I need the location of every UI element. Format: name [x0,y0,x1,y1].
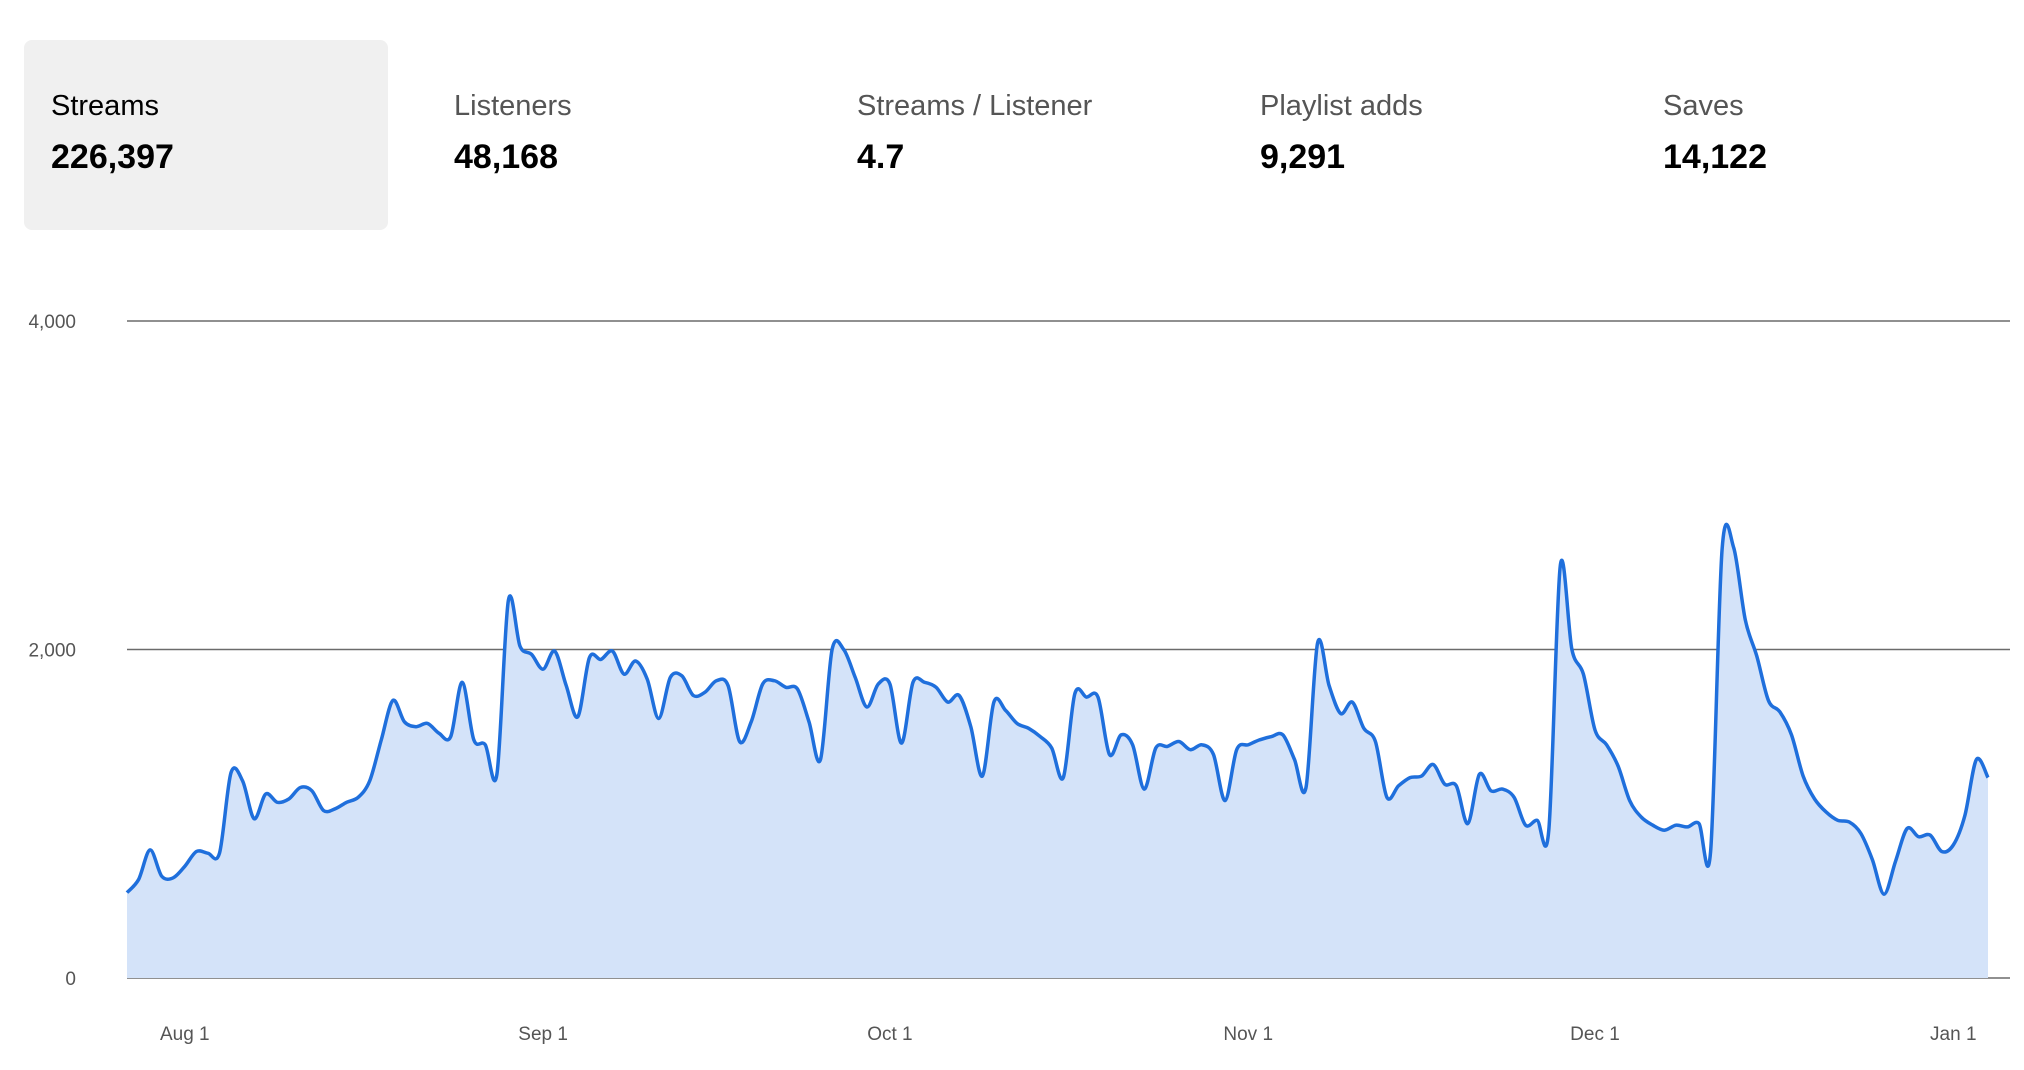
tab-streams-per-listener[interactable]: Streams / Listener 4.7 [830,40,1194,230]
streams-area-chart: 4,000 2,000 0 Aug 1 Sep 1 Oct 1 Nov 1 Dec 1 Jan… [28,312,2010,1045]
tab-saves-label: Saves [1663,90,1744,122]
tab-listeners[interactable]: Listeners 48,168 [427,40,791,230]
tab-playlist-adds[interactable]: Playlist adds 9,291 [1233,40,1597,230]
tab-listeners-value: 48,168 [454,138,558,176]
x-tick-label: Dec 1 [1570,1024,1620,1045]
x-tick-label: Aug 1 [160,1024,210,1045]
tab-streams[interactable]: Streams 226,397 [24,40,388,230]
tab-playlist-adds-value: 9,291 [1260,138,1346,176]
tab-listeners-label: Listeners [454,90,572,122]
metric-tabs: Streams 226,397 Listeners 48,168 Streams… [0,0,2024,240]
y-tick-label: 2,000 [28,641,76,662]
x-tick-label: Nov 1 [1223,1024,1273,1045]
streams-area-fill [127,524,1988,978]
tab-saves[interactable]: Saves 14,122 [1636,40,2000,230]
tab-streams-per-listener-value: 4.7 [857,138,905,176]
tab-streams-label: Streams [51,90,159,122]
x-tick-label: Oct 1 [867,1024,912,1045]
y-tick-label: 0 [65,969,76,990]
tab-playlist-adds-label: Playlist adds [1260,90,1423,122]
y-tick-label: 4,000 [28,312,76,333]
x-tick-label: Sep 1 [518,1024,568,1045]
y-axis-ticks: 4,000 2,000 0 [28,312,76,990]
x-tick-label: Jan 1 [1930,1024,1976,1045]
tab-saves-value: 14,122 [1663,138,1767,176]
x-axis-ticks: Aug 1 Sep 1 Oct 1 Nov 1 Dec 1 Jan 1 [160,1024,1977,1045]
tab-streams-value: 226,397 [51,138,174,176]
tab-streams-per-listener-label: Streams / Listener [857,90,1093,122]
streams-line [125,522,1990,896]
